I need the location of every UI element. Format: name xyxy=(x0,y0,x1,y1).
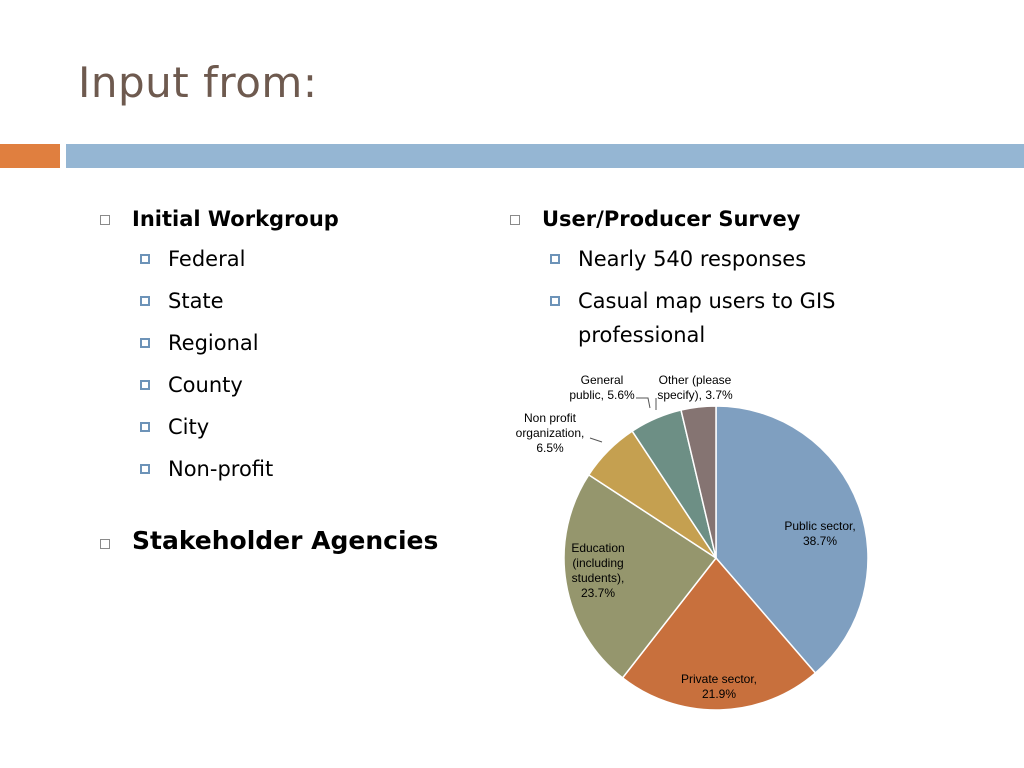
bullet-state: State xyxy=(96,284,476,318)
bullet-user-producer-survey: User/Producer Survey xyxy=(506,204,886,234)
survey-pie-chart: Public sector, 38.7% Private sector, 21.9% E… xyxy=(516,373,869,711)
accent-bar-blue xyxy=(66,144,1024,168)
slide-title: Input from: xyxy=(78,58,318,107)
bullet-casual-map-users: Casual map users to GIS professional xyxy=(506,284,878,352)
left-column: Initial Workgroup Federal State Regional… xyxy=(96,204,476,556)
bullet-federal: Federal xyxy=(96,242,476,276)
bullet-non-profit: Non-profit xyxy=(96,452,476,486)
pie-label-4: General public, 5.6% xyxy=(569,373,635,402)
pie-leader-line-4 xyxy=(636,397,651,409)
pie-slice-0 xyxy=(715,405,869,675)
pie-slice-2 xyxy=(563,473,718,679)
pie-leader-line-3 xyxy=(589,437,603,443)
right-column: User/Producer Survey Nearly 540 response… xyxy=(506,204,886,352)
pie-label-3: Non profit organization, 6.5% xyxy=(516,411,585,455)
bullet-regional: Regional xyxy=(96,326,476,360)
pie-slice-5 xyxy=(680,405,717,559)
bullet-county: County xyxy=(96,368,476,402)
pie-slice-1 xyxy=(621,556,817,711)
bullet-nearly-540-responses: Nearly 540 responses xyxy=(506,242,886,276)
accent-bar-orange xyxy=(0,144,60,168)
bullet-stakeholder-agencies: Stakeholder Agencies xyxy=(96,526,476,556)
bullet-city: City xyxy=(96,410,476,444)
pie-label-5: Other (please specify), 3.7% xyxy=(657,373,733,402)
pie-label-1: Private sector, 21.9% xyxy=(681,672,757,701)
pie-label-2: Education (including students), 23.7% xyxy=(571,541,624,600)
bullet-initial-workgroup: Initial Workgroup xyxy=(96,204,476,234)
pie-label-0: Public sector, 38.7% xyxy=(784,519,855,548)
